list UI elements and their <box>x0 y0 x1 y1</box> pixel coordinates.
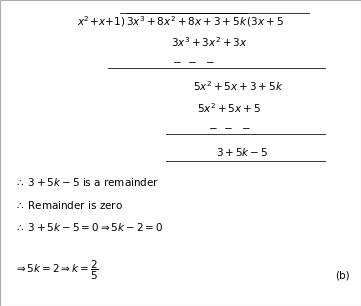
Text: $\Rightarrow 5k=2\Rightarrow k=\dfrac{2}{5}$: $\Rightarrow 5k=2\Rightarrow k=\dfrac{2}… <box>14 259 99 282</box>
Text: $\therefore\;$Remainder is zero: $\therefore\;$Remainder is zero <box>14 199 123 211</box>
Text: $\therefore\;3+5k-5$ is a remainder: $\therefore\;3+5k-5$ is a remainder <box>14 176 160 188</box>
Text: $3+5k-5$: $3+5k-5$ <box>216 146 268 159</box>
Text: (b): (b) <box>335 271 350 280</box>
Text: $5x^2+5x+3+5k$: $5x^2+5x+3+5k$ <box>193 79 284 93</box>
Text: $\therefore\;3+5k-5=0\Rightarrow 5k-2=0$: $\therefore\;3+5k-5=0\Rightarrow 5k-2=0$ <box>14 221 164 233</box>
Text: $x^2\!+\!x\!+\!1)\,\overline{3x^3+8x^2+8x+3+5k}\,(3x+5$: $x^2\!+\!x\!+\!1)\,\overline{3x^3+8x^2+8… <box>77 11 284 28</box>
Text: $-\enspace-\enspace-$: $-\enspace-\enspace-$ <box>171 56 215 66</box>
Text: $-\enspace-\enspace-$: $-\enspace-\enspace-$ <box>208 122 251 132</box>
Text: $5x^2+5x+5$: $5x^2+5x+5$ <box>197 101 261 115</box>
Text: $3x^3+3x^2+3x$: $3x^3+3x^2+3x$ <box>171 35 248 49</box>
